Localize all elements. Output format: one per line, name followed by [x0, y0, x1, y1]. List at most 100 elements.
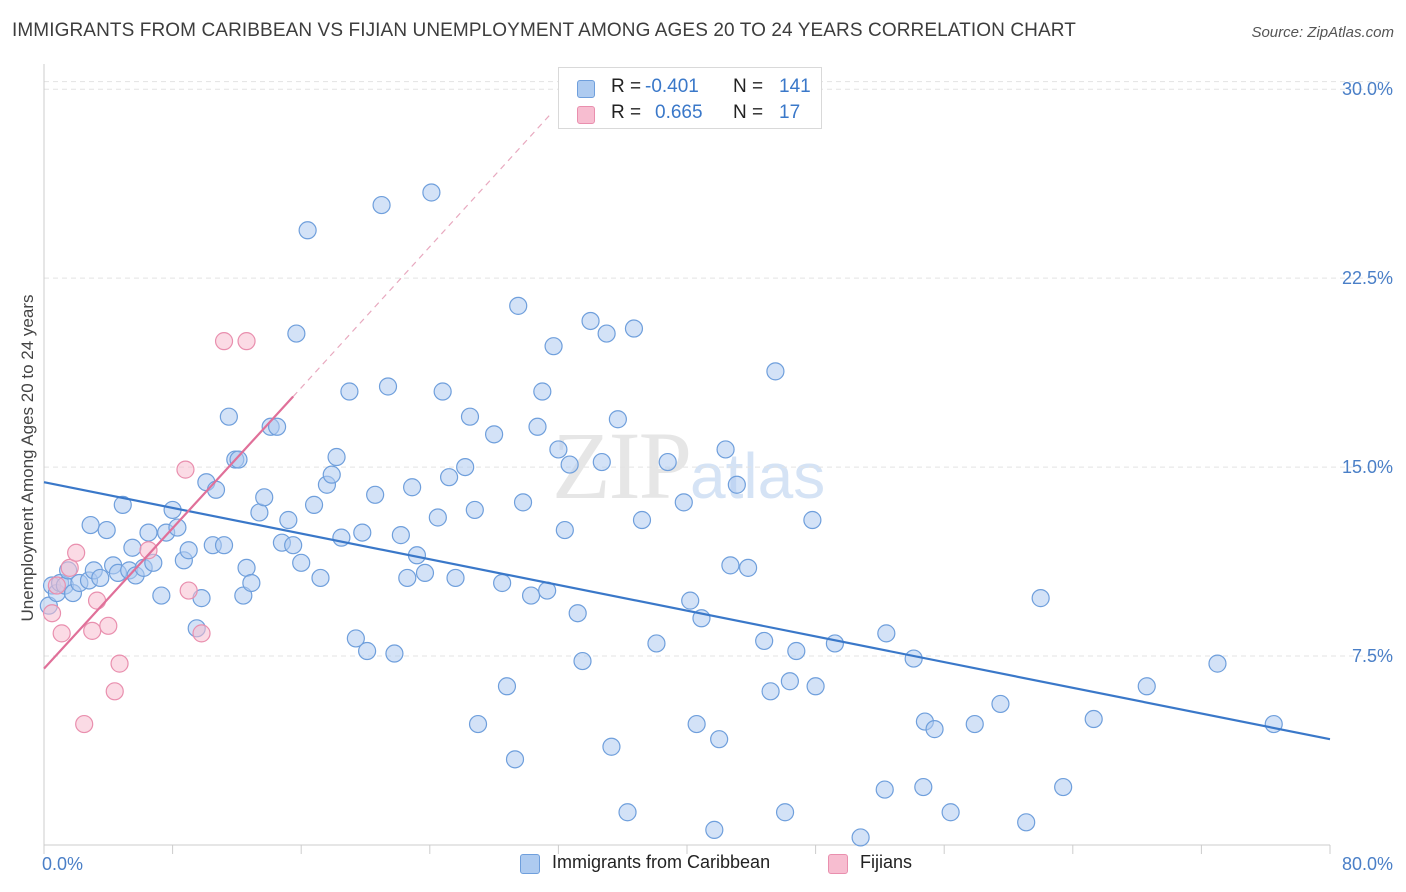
fijian-point — [47, 576, 66, 595]
fijian-point — [52, 624, 71, 643]
fijian-point — [237, 332, 256, 351]
fijian-point — [214, 332, 234, 351]
caribbean-point — [851, 828, 870, 847]
caribbean-point — [521, 586, 541, 605]
caribbean-point — [775, 803, 795, 822]
r-value: -0.401 — [645, 76, 699, 97]
caribbean-point — [592, 452, 611, 472]
caribbean-point — [287, 324, 306, 343]
caribbean-point — [346, 629, 365, 648]
legend-swatch-caribbean — [520, 854, 540, 874]
caribbean-point — [391, 526, 410, 545]
caribbean-point — [91, 568, 110, 588]
caribbean-swatch — [577, 80, 595, 98]
caribbean-point — [727, 475, 746, 494]
caribbean-point — [1208, 654, 1227, 673]
caribbean-point — [513, 493, 533, 512]
y-tick-label: 30.0% — [1342, 79, 1393, 99]
source-label: Source: ZipAtlas.com — [1251, 24, 1394, 41]
legend-swatch-fijians — [828, 854, 848, 874]
caribbean-point — [322, 465, 341, 484]
r-label: R = — [611, 102, 642, 123]
caribbean-point — [533, 382, 552, 401]
caribbean-point — [674, 493, 693, 512]
caribbean-point — [914, 777, 933, 797]
fijian-point — [105, 682, 124, 701]
caribbean-point — [340, 382, 359, 401]
caribbean-point — [761, 682, 780, 701]
n-label: N = — [733, 76, 764, 97]
caribbean-point — [877, 624, 896, 643]
fijian-point — [87, 591, 107, 610]
caribbean-point — [385, 644, 404, 663]
caribbean-point — [366, 485, 385, 504]
caribbean-point — [581, 311, 600, 331]
caribbean-point — [738, 558, 758, 577]
caribbean-point — [152, 586, 171, 605]
fijian-point — [176, 460, 195, 479]
caribbean-trend-line — [43, 481, 1331, 741]
y-tick-label: 15.0% — [1342, 457, 1393, 477]
caribbean-point — [358, 641, 377, 661]
caribbean-point — [509, 296, 528, 315]
caribbean-point — [304, 495, 324, 514]
caribbean-point — [560, 455, 579, 474]
caribbean-point — [97, 520, 116, 540]
caribbean-point — [687, 714, 706, 734]
n-value: 17 — [779, 102, 801, 123]
caribbean-point — [716, 440, 735, 459]
fijian-trend-extension — [292, 113, 551, 397]
fijian-swatch — [577, 106, 595, 124]
caribbean-point — [422, 183, 441, 202]
caribbean-point — [705, 820, 724, 839]
caribbean-point — [468, 714, 488, 734]
watermark-atlas: atlas — [690, 440, 826, 512]
caribbean-point — [214, 536, 234, 555]
caribbean-point — [298, 221, 317, 240]
stats-box: R = -0.401 N = 141 R = 0.665 N = 17 — [558, 67, 822, 129]
caribbean-point — [904, 649, 923, 668]
caribbean-point — [460, 407, 480, 426]
caribbean-point — [123, 538, 142, 557]
caribbean-point — [787, 641, 806, 661]
y-tick-label: 7.5% — [1352, 646, 1393, 666]
x-tick-label-min: 0.0% — [42, 854, 83, 874]
caribbean-point — [433, 382, 452, 401]
caribbean-point — [806, 677, 825, 696]
caribbean-point — [255, 488, 274, 507]
caribbean-point — [555, 520, 574, 540]
fijian-point — [179, 581, 198, 600]
caribbean-point — [505, 750, 525, 769]
caribbean-point — [428, 508, 447, 527]
caribbean-point — [1054, 777, 1073, 797]
r-value: 0.665 — [655, 102, 703, 123]
fijian-trend-line — [43, 395, 294, 670]
x-tick-label-max: 80.0% — [1342, 854, 1393, 874]
caribbean-point — [573, 651, 592, 671]
caribbean-point — [925, 720, 944, 739]
fijian-point — [42, 604, 62, 623]
caribbean-point — [1084, 709, 1103, 729]
caribbean-point — [618, 803, 637, 822]
caribbean-point — [766, 362, 785, 381]
y-axis-label: Unemployment Among Ages 20 to 24 years — [18, 294, 37, 622]
caribbean-point — [568, 604, 587, 623]
legend-label-caribbean: Immigrants from Caribbean — [552, 852, 771, 872]
caribbean-point — [439, 468, 459, 487]
caribbean-point — [721, 556, 740, 575]
caribbean-point — [597, 324, 616, 343]
y-tick-label: 22.5% — [1342, 268, 1393, 288]
caribbean-point — [237, 558, 256, 577]
fijian-point — [83, 621, 102, 640]
caribbean-point — [658, 452, 677, 472]
caribbean-point — [497, 677, 517, 696]
caribbean-point — [456, 457, 475, 477]
caribbean-point — [446, 568, 465, 588]
fijian-point — [192, 624, 211, 643]
caribbean-point — [528, 417, 547, 436]
caribbean-point — [1137, 677, 1156, 696]
caribbean-point — [544, 337, 563, 356]
caribbean-point — [292, 553, 311, 572]
caribbean-point — [493, 573, 512, 593]
caribbean-point — [1017, 813, 1036, 832]
